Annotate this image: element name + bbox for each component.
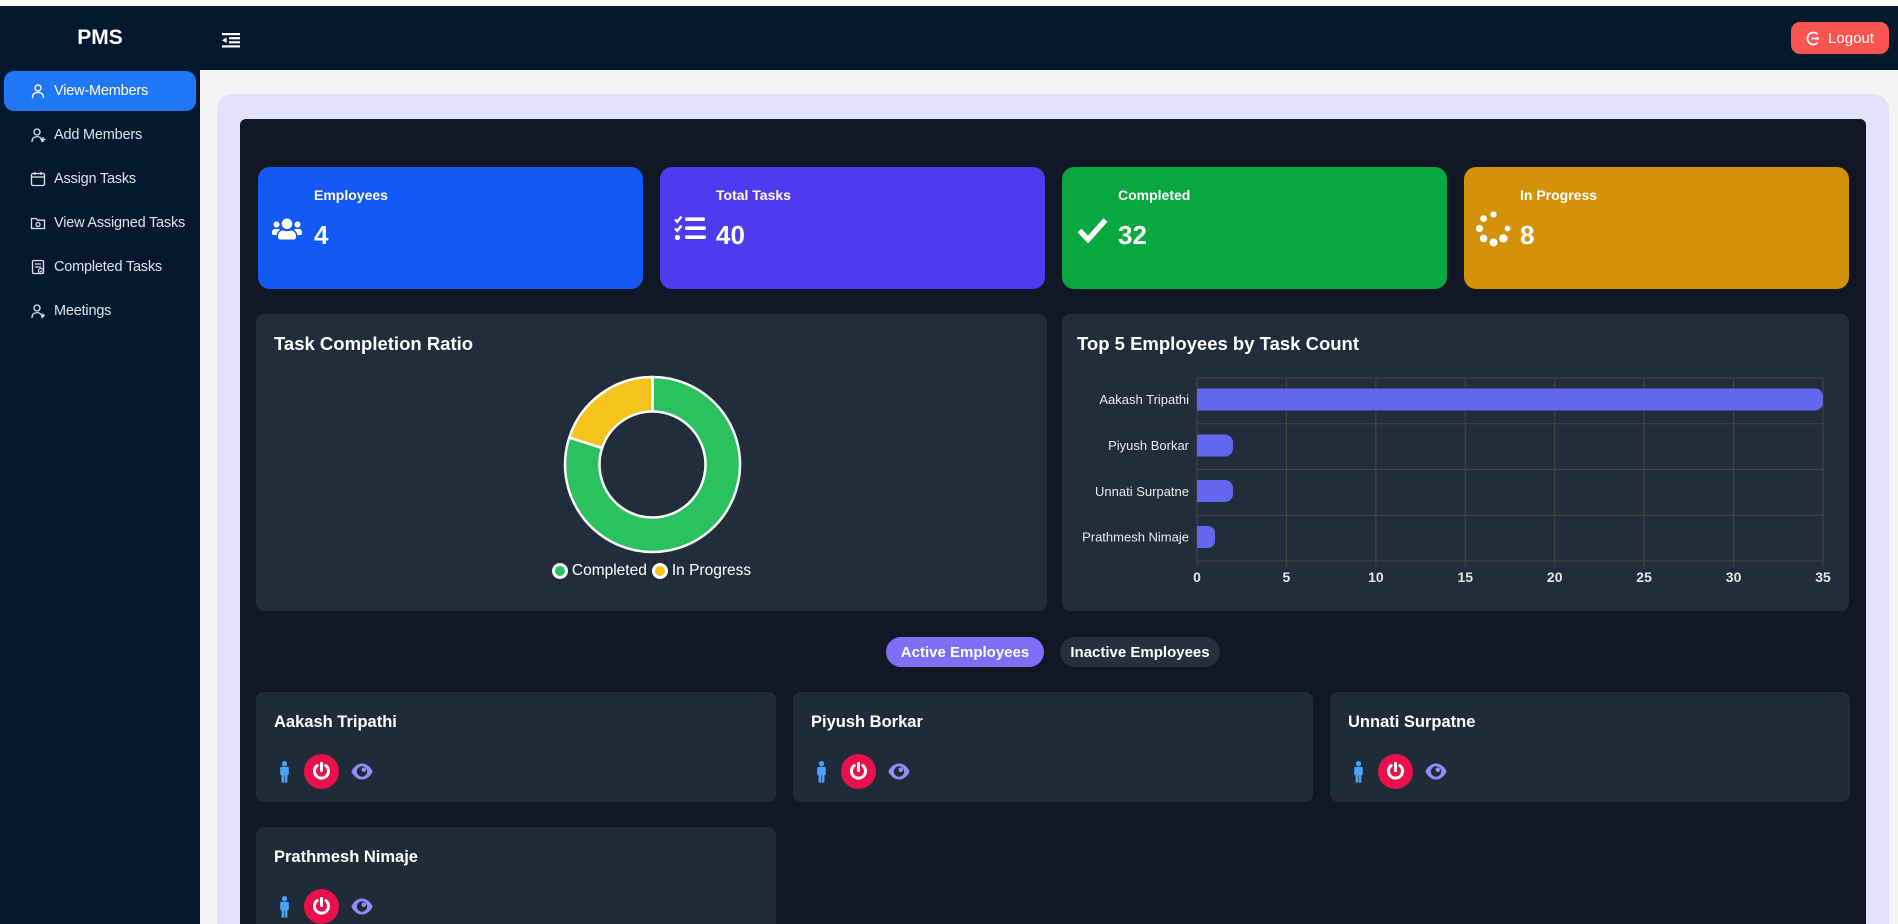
- svg-text:0: 0: [1193, 569, 1201, 585]
- svg-text:25: 25: [1636, 569, 1652, 585]
- svg-text:Piyush Borkar: Piyush Borkar: [1108, 438, 1190, 453]
- svg-text:Aakash Tripathi: Aakash Tripathi: [1099, 392, 1189, 407]
- svg-text:5: 5: [1283, 569, 1291, 585]
- svg-text:20: 20: [1547, 569, 1563, 585]
- svg-text:Prathmesh Nimaje: Prathmesh Nimaje: [1082, 530, 1189, 545]
- svg-text:35: 35: [1815, 569, 1831, 585]
- svg-text:30: 30: [1726, 569, 1742, 585]
- svg-text:15: 15: [1458, 569, 1474, 585]
- svg-text:10: 10: [1368, 569, 1384, 585]
- svg-text:Unnati Surpatne: Unnati Surpatne: [1095, 484, 1189, 499]
